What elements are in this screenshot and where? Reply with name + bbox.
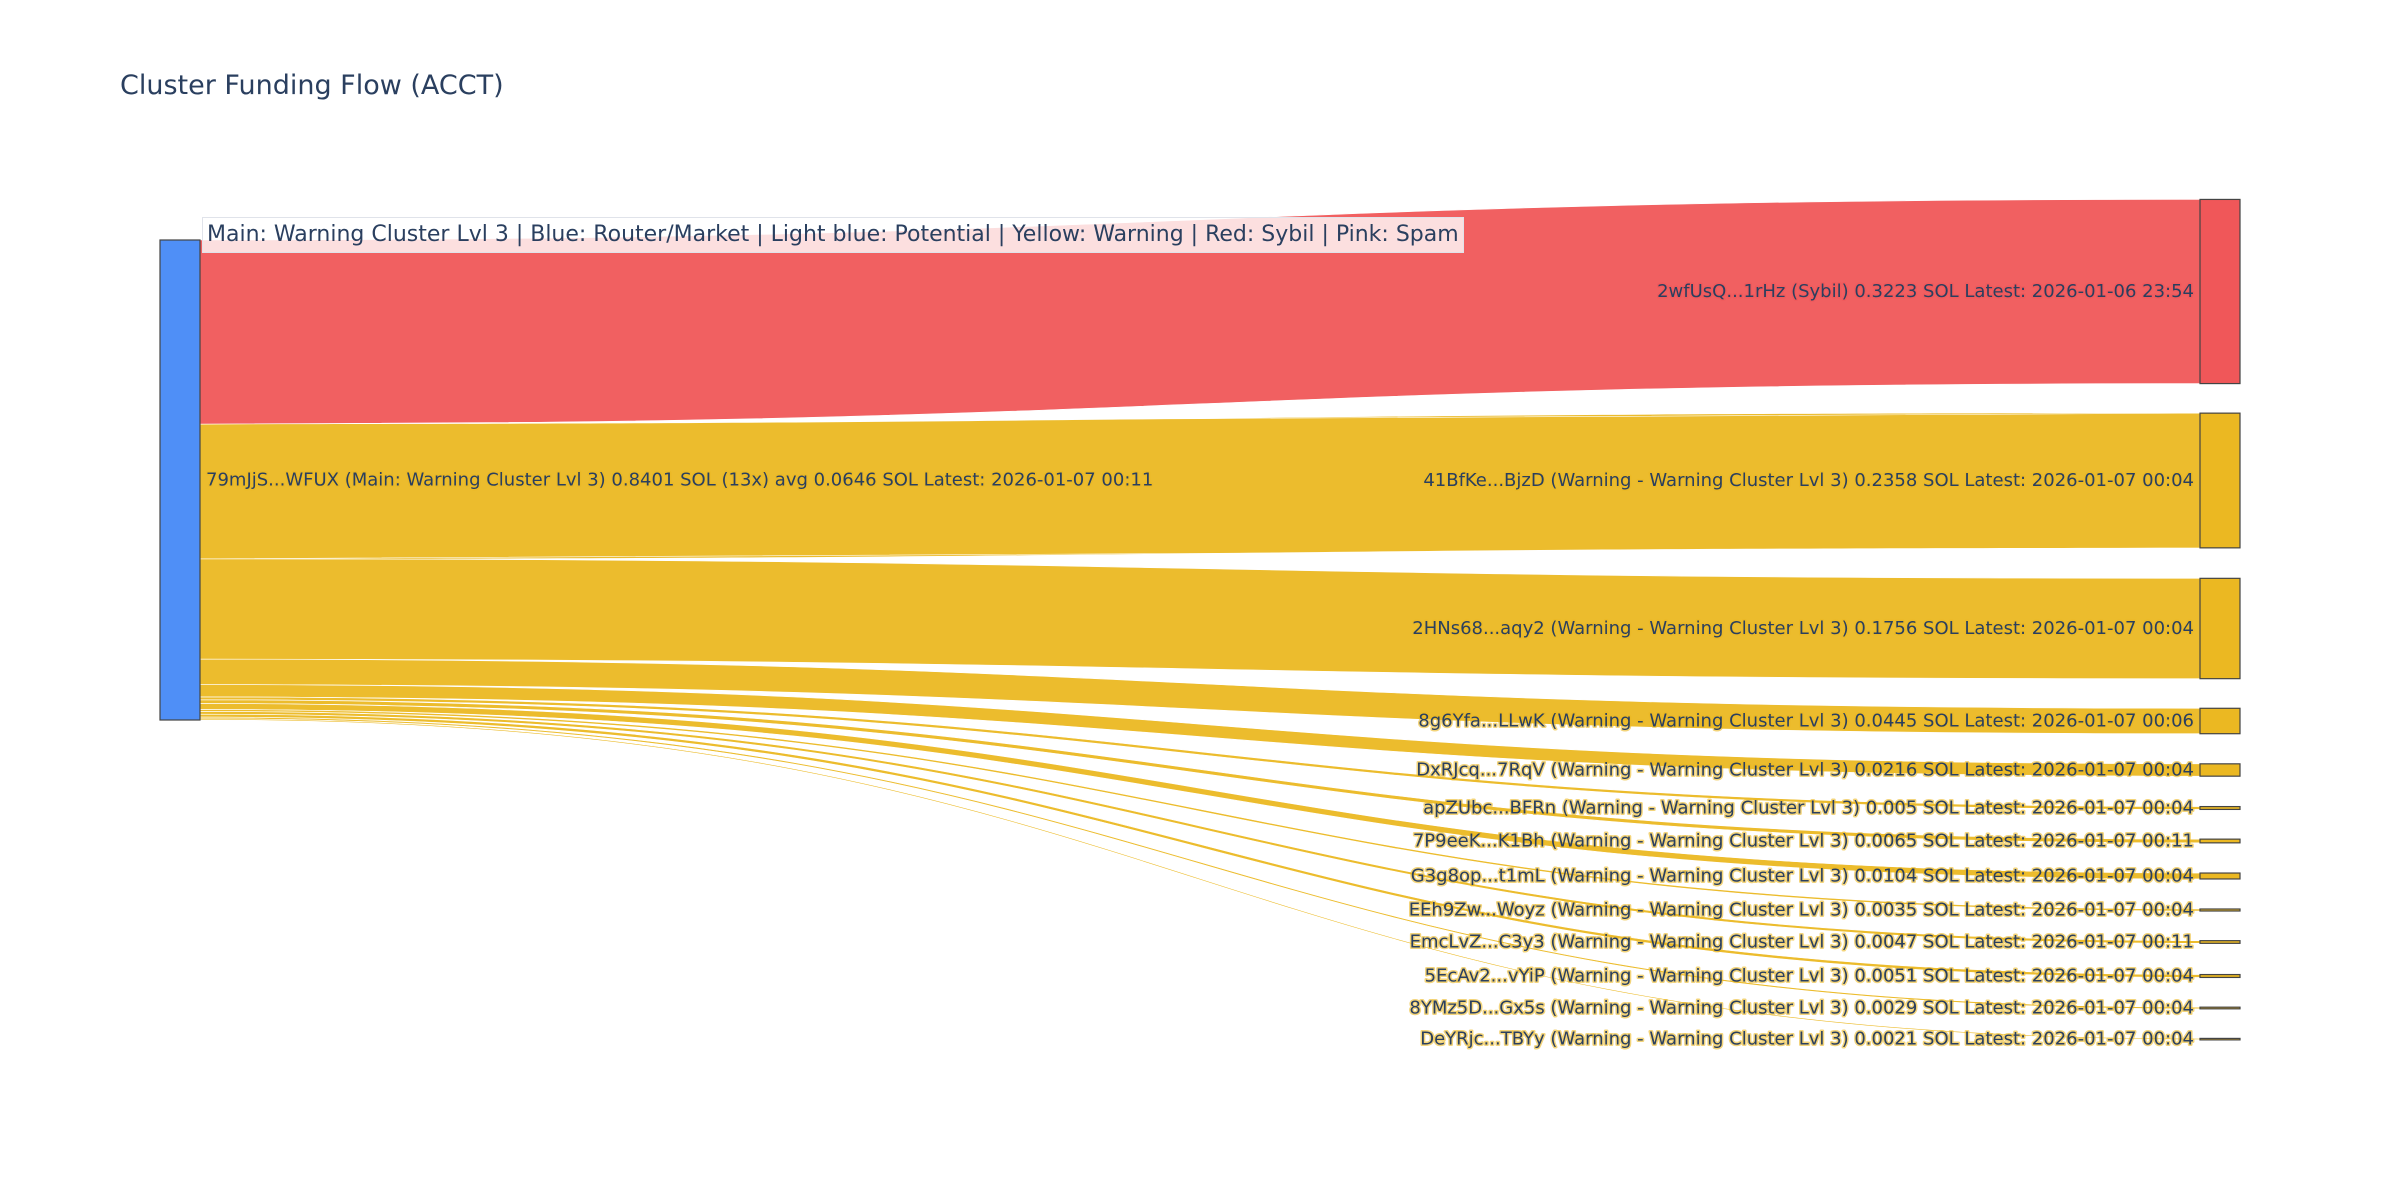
target-node[interactable] xyxy=(2199,577,2241,680)
target-node[interactable] xyxy=(2199,1006,2241,1010)
target-node-label: 5EcAv2...vYiP (Warning - Warning Cluster… xyxy=(1425,966,2194,987)
target-node[interactable] xyxy=(2199,763,2241,777)
target-node-label: 8g6Yfa...LLwK (Warning - Warning Cluster… xyxy=(1418,711,2194,732)
target-node[interactable] xyxy=(2199,908,2241,912)
target-node-label: DxRJcq...7RqV (Warning - Warning Cluster… xyxy=(1416,760,2194,781)
chart-title: Cluster Funding Flow (ACCT) xyxy=(120,70,504,101)
target-node-label: 8YMz5D...Gx5s (Warning - Warning Cluster… xyxy=(1409,998,2194,1019)
target-node[interactable] xyxy=(2199,973,2241,979)
target-node-label: 41BfKe...BjzD (Warning - Warning Cluster… xyxy=(1423,470,2194,491)
target-node[interactable] xyxy=(2199,940,2241,944)
nodes-layer xyxy=(159,198,2241,1041)
target-node[interactable] xyxy=(2199,412,2241,549)
target-node-label: 2HNs68...aqy2 (Warning - Warning Cluster… xyxy=(1412,618,2194,639)
labels-layer: 2wfUsQ...1rHz (Sybil) 0.3223 SOL Latest:… xyxy=(205,280,2196,1052)
target-node-label: apZUbc...BFRn (Warning - Warning Cluster… xyxy=(1423,798,2194,819)
target-node[interactable] xyxy=(2199,198,2241,385)
target-node[interactable] xyxy=(2199,1037,2241,1041)
target-node[interactable] xyxy=(2199,707,2241,735)
target-node-label: 7P9eeK...K1Bh (Warning - Warning Cluster… xyxy=(1413,831,2194,852)
source-node[interactable] xyxy=(159,239,201,721)
target-node-label: G3g8op...t1mL (Warning - Warning Cluster… xyxy=(1411,866,2194,887)
color-legend: Main: Warning Cluster Lvl 3 | Blue: Rout… xyxy=(202,217,1464,253)
target-node-label: EEh9Zw...Woyz (Warning - Warning Cluster… xyxy=(1409,900,2194,921)
target-node[interactable] xyxy=(2199,872,2241,880)
target-node[interactable] xyxy=(2199,838,2241,844)
target-node[interactable] xyxy=(2199,805,2241,811)
target-node-label: DeYRjc...TBYy (Warning - Warning Cluster… xyxy=(1420,1029,2194,1050)
source-node-label: 79mJjS...WFUX (Main: Warning Cluster Lvl… xyxy=(206,470,1153,491)
links-layer xyxy=(199,199,2201,1040)
target-node-label: 2wfUsQ...1rHz (Sybil) 0.3223 SOL Latest:… xyxy=(1657,281,2194,302)
target-node-label: EmcLvZ...C3y3 (Warning - Warning Cluster… xyxy=(1410,932,2194,953)
